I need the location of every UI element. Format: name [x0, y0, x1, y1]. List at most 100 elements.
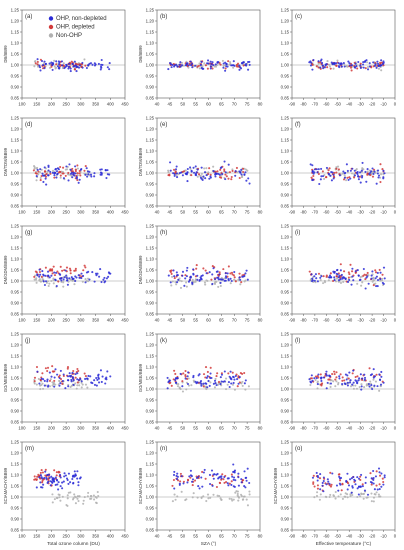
data-point: [66, 168, 69, 171]
x-tick-label: 70: [232, 318, 237, 323]
data-point: [218, 495, 221, 498]
data-point: [167, 169, 170, 172]
x-tick-label: 450: [121, 318, 129, 323]
data-point: [43, 283, 46, 287]
data-point: [312, 481, 315, 484]
data-point: [324, 374, 327, 377]
data-point: [51, 481, 54, 484]
data-point: [178, 482, 181, 485]
data-point: [49, 378, 52, 381]
x-tick-label: 450: [121, 102, 129, 107]
data-point: [78, 495, 81, 498]
data-point: [55, 176, 58, 179]
x-tick-label: -80: [300, 102, 307, 107]
y-tick-label: 1.05: [11, 268, 20, 273]
data-point: [76, 164, 79, 167]
data-point: [55, 60, 58, 63]
data-point: [86, 495, 89, 498]
data-point: [244, 272, 247, 275]
data-point: [233, 276, 236, 279]
data-point: [100, 63, 103, 66]
data-point: [216, 472, 219, 475]
panel-l: 0.850.900.951.001.051.101.151.201.25-90-…: [281, 332, 397, 431]
x-tick-label: 60: [206, 426, 211, 431]
data-point: [326, 60, 329, 63]
data-point: [238, 276, 241, 279]
data-point: [194, 479, 197, 482]
data-point: [343, 176, 346, 179]
data-point: [41, 372, 44, 375]
data-point: [42, 483, 45, 486]
x-tick-label: 250: [63, 210, 71, 215]
data-point: [214, 63, 217, 66]
data-point: [329, 272, 332, 275]
data-point: [51, 365, 54, 368]
data-point: [193, 171, 196, 174]
data-point: [240, 481, 243, 484]
x-tick-label: -50: [335, 210, 342, 215]
data-point: [33, 167, 36, 170]
data-point: [382, 177, 385, 180]
data-point: [380, 375, 383, 378]
data-point: [337, 489, 340, 492]
data-point: [175, 63, 178, 66]
data-point: [240, 478, 243, 481]
data-point: [243, 372, 246, 375]
y-tick-label: 1.25: [146, 8, 155, 13]
data-point: [207, 379, 210, 383]
data-point: [74, 502, 77, 505]
panel-label: (o): [295, 446, 302, 452]
y-tick-label: 1.00: [281, 171, 290, 176]
data-point: [93, 379, 96, 382]
data-point: [82, 274, 85, 278]
data-point: [209, 65, 212, 68]
data-point: [204, 477, 207, 480]
data-point: [236, 490, 239, 493]
data-point: [35, 179, 38, 182]
data-point: [377, 67, 381, 70]
y-tick-label: 0.90: [281, 301, 290, 306]
x-tick-label: -50: [335, 318, 342, 323]
data-point: [319, 178, 322, 181]
data-point: [205, 272, 208, 275]
data-point: [206, 370, 209, 373]
data-point: [202, 373, 206, 376]
data-point: [310, 377, 313, 380]
data-point: [170, 269, 173, 272]
scatter-points: [33, 365, 112, 391]
data-point: [87, 374, 90, 378]
data-point: [51, 493, 54, 496]
data-point: [330, 483, 333, 486]
data-point: [360, 493, 363, 496]
data-point: [237, 499, 240, 502]
data-point: [344, 277, 347, 281]
plot-frame: [156, 333, 261, 423]
data-point: [312, 482, 315, 485]
data-point: [247, 68, 250, 71]
data-point: [106, 370, 109, 373]
y-tick-label: 1.15: [11, 462, 20, 467]
data-point: [322, 476, 325, 479]
data-point: [189, 166, 192, 169]
y-tick-label: 0.95: [11, 290, 20, 295]
data-point: [317, 60, 320, 63]
data-point: [244, 388, 247, 391]
data-point: [224, 67, 227, 70]
data-point: [344, 171, 347, 174]
data-point: [211, 61, 214, 64]
panel-label: (d): [25, 122, 32, 128]
y-tick-label: 0.95: [146, 398, 155, 403]
x-tick-label: 350: [92, 318, 100, 323]
y-tick-label: 1.20: [11, 127, 20, 132]
data-point: [200, 384, 203, 387]
data-point: [372, 469, 375, 473]
y-tick-label: 1.20: [281, 451, 290, 456]
y-tick-label: 1.05: [146, 268, 155, 273]
data-point: [66, 497, 69, 500]
data-point: [232, 66, 235, 69]
data-point: [197, 64, 200, 67]
data-point: [215, 485, 218, 489]
data-point: [367, 382, 371, 386]
data-point: [355, 65, 358, 68]
data-point: [180, 171, 183, 174]
